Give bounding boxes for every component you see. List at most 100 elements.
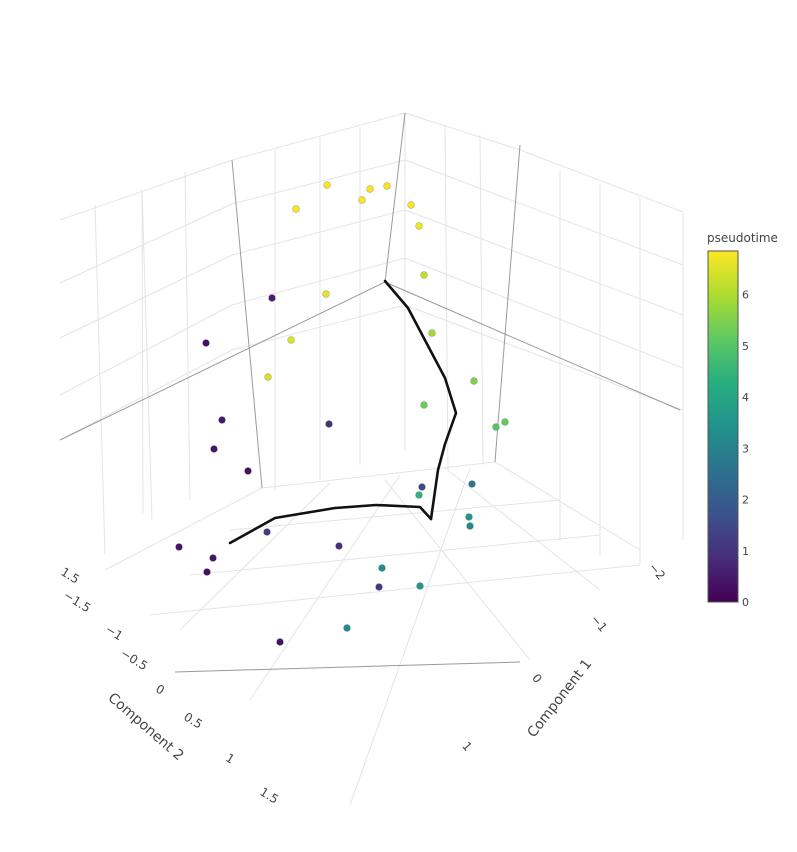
grid-line bbox=[261, 461, 496, 489]
y-tick-label: −1.5 bbox=[61, 588, 93, 615]
data-point[interactable] bbox=[470, 377, 478, 385]
data-point[interactable] bbox=[244, 467, 252, 475]
data-point[interactable] bbox=[323, 181, 331, 189]
grid-line bbox=[231, 112, 406, 161]
grid-layer bbox=[59, 112, 684, 806]
grid-line bbox=[141, 189, 144, 514]
y-tick-label: 1.5 bbox=[257, 785, 281, 807]
colorbar-gradient bbox=[707, 250, 739, 603]
data-point[interactable] bbox=[420, 401, 428, 409]
data-point[interactable] bbox=[335, 542, 343, 550]
grid-line bbox=[149, 564, 641, 616]
colorbar-tick-label: 5 bbox=[742, 340, 749, 353]
data-point[interactable] bbox=[175, 543, 183, 551]
axis-line bbox=[59, 281, 386, 441]
colorbar: pseudotime 0 1 2 3 4 5 6 bbox=[707, 231, 778, 609]
grid-line bbox=[349, 467, 471, 806]
grid-line bbox=[231, 159, 406, 205]
grid-line bbox=[141, 189, 153, 521]
axis-layer bbox=[59, 112, 681, 673]
data-point[interactable] bbox=[358, 196, 366, 204]
data-point[interactable] bbox=[501, 418, 509, 426]
colorbar-tick-label: 0 bbox=[742, 596, 749, 609]
data-point[interactable] bbox=[264, 373, 272, 381]
data-point[interactable] bbox=[263, 528, 271, 536]
grid-line bbox=[404, 257, 684, 369]
data-point[interactable] bbox=[407, 201, 415, 209]
x-tick-label: −1 bbox=[588, 612, 610, 635]
data-point[interactable] bbox=[378, 564, 386, 572]
data-point[interactable] bbox=[428, 329, 436, 337]
data-point[interactable] bbox=[466, 522, 474, 530]
data-point[interactable] bbox=[343, 624, 351, 632]
data-point[interactable] bbox=[268, 294, 276, 302]
y-tick-label: 1 bbox=[223, 751, 237, 767]
axis-line bbox=[494, 144, 521, 463]
data-point[interactable] bbox=[203, 568, 211, 576]
grid-line bbox=[444, 467, 601, 591]
z-tick-label: 1.5 bbox=[58, 565, 82, 587]
data-point[interactable] bbox=[276, 638, 284, 646]
grid-line bbox=[384, 479, 531, 661]
grid-line bbox=[229, 499, 561, 531]
axis-line bbox=[384, 112, 406, 283]
grid-line bbox=[104, 487, 263, 571]
axis-line bbox=[384, 281, 681, 411]
data-point[interactable] bbox=[465, 513, 473, 521]
grid-line bbox=[479, 134, 484, 466]
grid-line bbox=[404, 209, 684, 316]
data-point[interactable] bbox=[322, 290, 330, 298]
data-point[interactable] bbox=[492, 423, 500, 431]
grid-line bbox=[404, 112, 521, 151]
grid-line bbox=[59, 254, 233, 339]
grid-line bbox=[59, 159, 233, 221]
axis-line bbox=[231, 159, 263, 489]
data-point[interactable] bbox=[383, 182, 391, 190]
y-tick-label: −0.5 bbox=[118, 646, 150, 673]
y-tick-label: 0 bbox=[153, 682, 167, 698]
grid-line bbox=[231, 257, 406, 306]
data-point[interactable] bbox=[218, 416, 226, 424]
data-point[interactable] bbox=[202, 339, 210, 347]
data-point[interactable] bbox=[418, 483, 426, 491]
grid-line bbox=[59, 203, 233, 284]
colorbar-ticks: 0 1 2 3 4 5 6 bbox=[742, 289, 749, 609]
grid-line bbox=[249, 474, 401, 701]
x-axis-title: Component 1 bbox=[524, 656, 595, 740]
colorbar-tick-label: 4 bbox=[742, 391, 749, 404]
x-tick-label: 1 bbox=[459, 739, 475, 754]
data-point[interactable] bbox=[415, 222, 423, 230]
grid-line bbox=[189, 534, 601, 576]
x-tick-label: −2 bbox=[646, 560, 668, 583]
x-tick-label: 0 bbox=[529, 671, 545, 686]
colorbar-tick-label: 6 bbox=[742, 289, 749, 302]
grid-line bbox=[444, 124, 449, 471]
data-point[interactable] bbox=[375, 583, 383, 591]
y-tick-label: −1 bbox=[103, 622, 125, 643]
data-point[interactable] bbox=[415, 491, 423, 499]
data-point[interactable] bbox=[287, 336, 295, 344]
colorbar-tick-label: 3 bbox=[742, 442, 749, 455]
trajectory-layer bbox=[228, 279, 458, 545]
grid-line bbox=[519, 149, 684, 213]
data-point[interactable] bbox=[210, 445, 218, 453]
data-point[interactable] bbox=[292, 205, 300, 213]
grid-line bbox=[179, 482, 331, 631]
colorbar-title: pseudotime bbox=[707, 231, 778, 245]
data-point[interactable] bbox=[366, 185, 374, 193]
grid-line bbox=[59, 349, 233, 441]
data-point[interactable] bbox=[420, 271, 428, 279]
grid-line bbox=[404, 304, 684, 411]
data-point[interactable] bbox=[416, 582, 424, 590]
data-point[interactable] bbox=[325, 420, 333, 428]
grid-line bbox=[494, 461, 641, 551]
grid-line bbox=[184, 171, 191, 501]
trajectory-branch bbox=[383, 279, 458, 521]
data-point[interactable] bbox=[209, 554, 217, 562]
points-layer bbox=[175, 181, 509, 646]
data-point[interactable] bbox=[468, 480, 476, 488]
colorbar-tick-label: 1 bbox=[742, 545, 749, 558]
